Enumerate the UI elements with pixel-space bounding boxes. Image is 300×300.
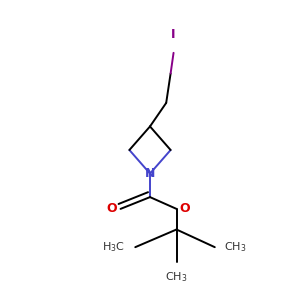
Text: O: O xyxy=(106,202,117,215)
Text: I: I xyxy=(171,28,176,41)
Text: H$_3$C: H$_3$C xyxy=(102,240,125,254)
Text: CH$_3$: CH$_3$ xyxy=(224,240,246,254)
Text: CH$_3$: CH$_3$ xyxy=(165,270,188,284)
Text: O: O xyxy=(179,202,190,215)
Text: N: N xyxy=(145,167,155,180)
